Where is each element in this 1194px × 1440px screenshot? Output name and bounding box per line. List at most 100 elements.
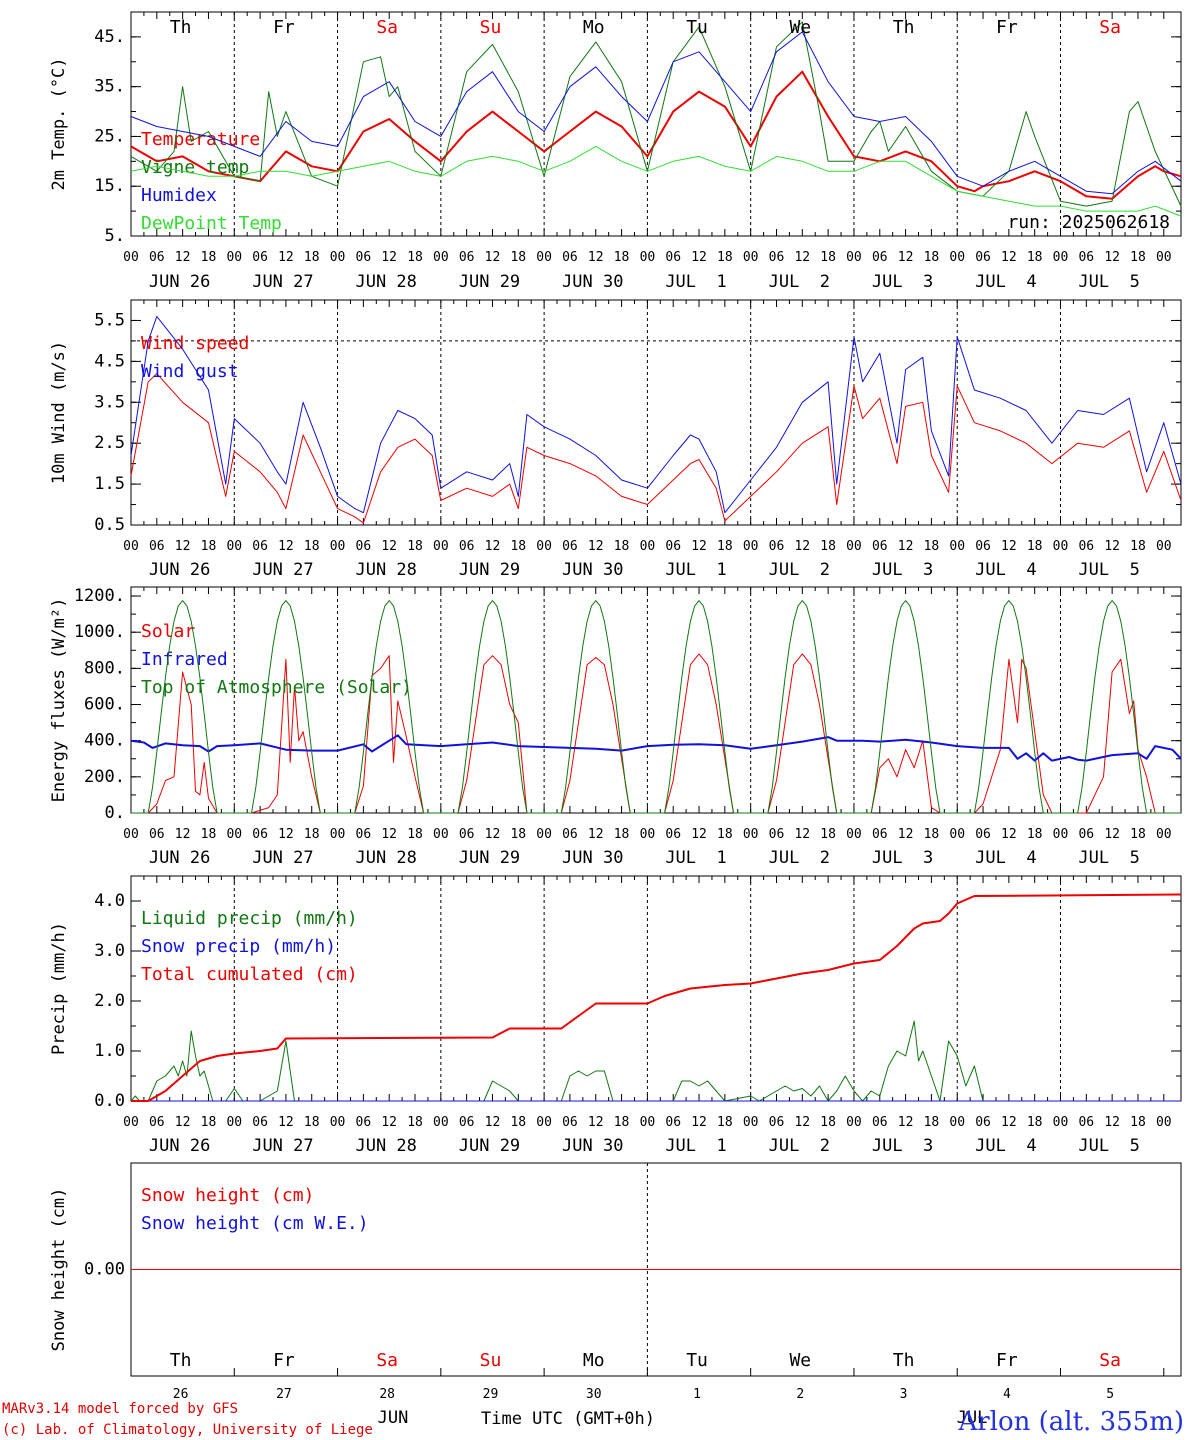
temp-date-label: JUN 30	[562, 272, 623, 292]
temp-series-temperature	[130, 70, 1182, 200]
snow-day-of-week-label: We	[789, 1350, 811, 1371]
temp-hour-label: 12	[691, 250, 707, 265]
temp-y-tick-label: 15.	[94, 176, 125, 196]
precip-hour-label: 12	[898, 1115, 914, 1130]
snow-day-of-week-label: Mo	[583, 1350, 605, 1371]
precip-y-tick-label: 0.0	[94, 1091, 125, 1111]
wind-hour-label: 12	[175, 539, 191, 554]
energy-hour-label: 18	[1130, 827, 1146, 842]
energy-frame	[130, 586, 1182, 814]
precip-hour-label: 18	[924, 1115, 940, 1130]
temp-hour-label: 18	[820, 250, 836, 265]
energy-hour-label: 00	[433, 827, 449, 842]
energy-y-label: Energy fluxes (W/m²)	[49, 598, 69, 803]
day-of-week-label: Th	[170, 17, 192, 38]
precip-date-label: JUN 26	[149, 1136, 210, 1156]
wind-hour-label: 18	[407, 539, 423, 554]
precip-legend-entry: Liquid precip (mm/h)	[141, 908, 358, 929]
wind-hour-label: 12	[381, 539, 397, 554]
snow-day-of-week-label: Sa	[376, 1350, 398, 1371]
energy-hour-label: 06	[872, 827, 888, 842]
temp-hour-label: 00	[226, 250, 242, 265]
day-of-week-label: Fr	[996, 17, 1018, 38]
wind-hour-label: 06	[149, 539, 165, 554]
temp-series-humidex	[130, 31, 1182, 195]
wind-date-label: JUN 27	[252, 560, 313, 580]
wind-hour-label: 06	[1078, 539, 1094, 554]
temp-hour-label: 18	[924, 250, 940, 265]
temp-hour-label: 12	[588, 250, 604, 265]
day-of-month-label: 26	[173, 1387, 189, 1402]
energy-series-top-of-atmosphere-solar	[131, 600, 1181, 814]
temp-hour-label: 18	[614, 250, 630, 265]
wind-hour-label: 12	[794, 539, 810, 554]
wind-hour-label: 18	[614, 539, 630, 554]
energy-hour-label: 12	[175, 827, 191, 842]
precip-date-label: JUL 1	[665, 1136, 726, 1156]
temp-y-tick-label: 25.	[94, 126, 125, 146]
temp-date-label: JUN 26	[149, 272, 210, 292]
energy-hour-label: 00	[226, 827, 242, 842]
precip-hour-label: 18	[614, 1115, 630, 1130]
snow-day-of-week-label: Fr	[273, 1350, 295, 1371]
temp-hour-label: 12	[485, 250, 501, 265]
precip-legend-entry: Total cumulated (cm)	[141, 964, 358, 985]
wind-date-label: JUL 1	[665, 560, 726, 580]
wind-hour-label: 00	[1156, 539, 1172, 554]
temp-date-label: JUN 28	[355, 272, 416, 292]
temp-hour-label: 06	[252, 250, 268, 265]
wind-hour-label: 12	[588, 539, 604, 554]
energy-hour-label: 18	[407, 827, 423, 842]
precip-date-label: JUL 4	[975, 1136, 1036, 1156]
energy-y-tick-label: 1200.	[74, 586, 125, 606]
temp-hour-label: 12	[1104, 250, 1120, 265]
energy-hour-label: 00	[536, 827, 552, 842]
snow-day-of-week-label: Th	[893, 1350, 915, 1371]
temp-legend-entry: DewPoint Temp	[141, 213, 282, 234]
wind-hour-label: 06	[356, 539, 372, 554]
wind-hour-label: 00	[123, 539, 139, 554]
energy-legend-entry: Solar	[141, 621, 195, 642]
wind-hour-label: 06	[252, 539, 268, 554]
temp-hour-label: 06	[149, 250, 165, 265]
wind-series-wind-gust	[130, 315, 1182, 514]
panels-layer: 5. 15. 25. 35. 45. 2m Temp. (°C) Temperature Vi…	[49, 11, 1182, 1402]
energy-date-label: JUL 1	[665, 848, 726, 868]
energy-hour-label: 18	[304, 827, 320, 842]
wind-hour-label: 06	[769, 539, 785, 554]
snow-y-tick-label: 0.00	[84, 1260, 125, 1280]
temp-hour-label: 12	[794, 250, 810, 265]
energy-date-label: JUN 30	[562, 848, 623, 868]
precip-hour-label: 12	[485, 1115, 501, 1130]
precip-hour-label: 18	[407, 1115, 423, 1130]
wind-y-label: 10m Wind (m/s)	[49, 341, 69, 484]
precip-hour-label: 18	[510, 1115, 526, 1130]
precip-y-tick-label: 1.0	[94, 1041, 125, 1061]
energy-hour-label: 12	[381, 827, 397, 842]
day-of-month-label: 28	[379, 1387, 395, 1402]
precip-hour-label: 18	[1130, 1115, 1146, 1130]
wind-date-label: JUL 3	[872, 560, 933, 580]
energy-date-label: JUN 29	[459, 848, 520, 868]
temp-hour-label: 18	[717, 250, 733, 265]
wind-hour-label: 06	[872, 539, 888, 554]
precip-hour-label: 12	[691, 1115, 707, 1130]
energy-hour-label: 12	[691, 827, 707, 842]
precip-legend-entry: Snow precip (mm/h)	[141, 936, 336, 957]
precip-hour-label: 00	[1053, 1115, 1069, 1130]
precip-date-label: JUL 3	[872, 1136, 933, 1156]
wind-hour-label: 12	[691, 539, 707, 554]
energy-hour-label: 00	[743, 827, 759, 842]
energy-hour-label: 00	[846, 827, 862, 842]
temp-date-label: JUL 5	[1078, 272, 1139, 292]
snow-day-of-week-label: Su	[480, 1350, 502, 1371]
snow-legend-entry: Snow height (cm)	[141, 1185, 314, 1206]
energy-hour-label: 06	[975, 827, 991, 842]
temp-hour-label: 00	[640, 250, 656, 265]
wind-hour-label: 00	[1053, 539, 1069, 554]
panel-temp: 5. 15. 25. 35. 45. 2m Temp. (°C) Temperature Vi…	[49, 11, 1182, 292]
temp-hour-label: 00	[846, 250, 862, 265]
temp-hour-label: 06	[975, 250, 991, 265]
temp-series-dewpoint-temp	[130, 145, 1182, 217]
energy-hour-label: 12	[485, 827, 501, 842]
